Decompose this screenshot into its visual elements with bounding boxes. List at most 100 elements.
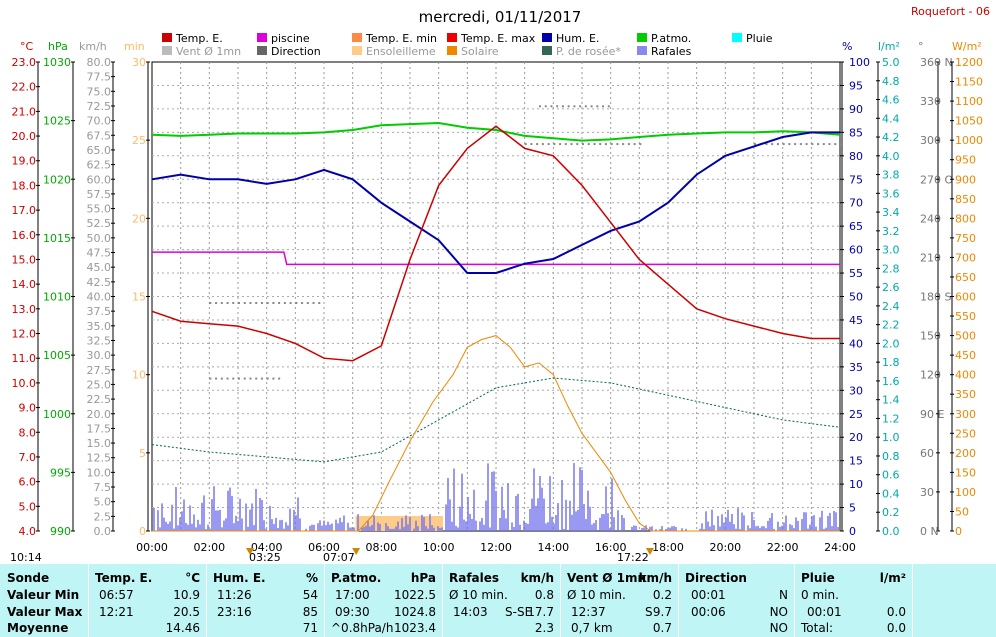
y-tick-label: 2.5 xyxy=(94,510,112,523)
direction-dot xyxy=(220,302,223,305)
y-tick-label: 55.0 xyxy=(87,203,112,216)
y-tick-label: 10 xyxy=(132,369,146,382)
y-tick-label: 1000 xyxy=(955,134,983,147)
direction-dot xyxy=(579,105,582,108)
legend-label: Rafales xyxy=(651,45,692,58)
direction-dot xyxy=(599,143,602,146)
y-tick-label: 11.0 xyxy=(12,352,37,365)
direction-dot xyxy=(840,143,842,146)
dir-title: Direction xyxy=(685,571,747,585)
y-tick-label: 25.0 xyxy=(87,378,112,391)
y-tick-label: 35 xyxy=(849,361,863,374)
y-tick-label: 550 xyxy=(955,310,976,323)
direction-dot xyxy=(604,143,607,146)
direction-dot xyxy=(639,143,642,146)
vent-max-value: 9.7 xyxy=(652,605,672,619)
pluie-total-label: Total: xyxy=(801,621,834,635)
y-tick-label: 7.5 xyxy=(94,481,112,494)
y-tick-label: 2.8 xyxy=(882,262,900,275)
sonde-title: Sonde xyxy=(7,571,50,585)
y-tick-label: 40.0 xyxy=(87,291,112,304)
y-tick-label: 1100 xyxy=(955,95,983,108)
y-tick-label: 37.5 xyxy=(87,305,112,318)
y-tick-label: 5 xyxy=(139,447,146,460)
y-tick-label: 1020 xyxy=(43,173,71,186)
y-tick-label: 4.8 xyxy=(882,75,900,88)
direction-dot xyxy=(799,143,802,146)
direction-dot xyxy=(312,302,315,305)
direction-dot xyxy=(553,143,556,146)
y-tick-label: 1.4 xyxy=(882,394,900,407)
direction-dot xyxy=(544,105,547,108)
direction-dot xyxy=(539,105,541,108)
y-tick-label: 90 E xyxy=(920,408,944,421)
direction-dot xyxy=(593,143,596,146)
marker-t3: 17:22 xyxy=(617,551,649,564)
y-tick-label: 1.6 xyxy=(882,375,900,388)
y-tick-label: 5.0 xyxy=(94,496,112,509)
direction-dot xyxy=(266,377,269,380)
y-tick-label: 270 O xyxy=(920,173,953,186)
y-tick-label: 15 xyxy=(849,455,863,468)
legend-label: Temp. E. max xyxy=(460,32,536,45)
x-tick-label: 08:00 xyxy=(365,541,397,554)
y-tick-label: 8.0 xyxy=(19,426,37,439)
y-tick-label: 120 xyxy=(920,369,941,382)
direction-dot xyxy=(278,377,281,380)
y-tick-label: 0.0 xyxy=(882,525,900,538)
temp-unit: °C xyxy=(185,571,200,585)
y-tick-label: 0.2 xyxy=(882,506,900,519)
x-tick-label: 06:00 xyxy=(308,541,340,554)
unit-min: min xyxy=(124,40,145,53)
y-tick-label: 47.5 xyxy=(87,247,112,260)
legend-label: Direction xyxy=(271,45,321,58)
y-tick-label: 5.0 xyxy=(19,500,37,513)
direction-dot xyxy=(524,143,527,146)
axis-units: °C hPa km/h min % l/m² ° W/m² xyxy=(20,40,982,53)
y-tick-label: 995 xyxy=(50,466,71,479)
marker-left: 10:14 xyxy=(10,551,42,564)
y-tick-label: 25 xyxy=(849,408,863,421)
direction-dot xyxy=(776,143,779,146)
direction-dot xyxy=(283,302,286,305)
temp-max-time: 12:21 xyxy=(99,605,134,619)
direction-dot xyxy=(610,143,613,146)
patm-max-value: 1024.8 xyxy=(394,605,436,619)
direction-dot xyxy=(289,302,292,305)
direction-dot xyxy=(616,143,619,146)
dir-max-time: 00:06 xyxy=(691,605,726,619)
y-tick-label: 250 xyxy=(955,427,976,440)
y-tick-label: 17.0 xyxy=(12,204,37,217)
raf-max-time: 14:03 xyxy=(453,605,488,619)
legend-swatch xyxy=(162,33,172,42)
marker-t2: 07:07 xyxy=(323,551,355,564)
y-tick-label: 16.0 xyxy=(12,229,37,242)
unit-temp: °C xyxy=(20,40,34,53)
col-hum: Hum. E.% 11:26 54 23:16 85 71 xyxy=(206,564,324,637)
row-avg-label: Moyenne xyxy=(7,621,69,635)
y-tick-label: 750 xyxy=(955,232,976,245)
x-tick-label: 12:00 xyxy=(480,541,512,554)
vent-max-time: 12:37 xyxy=(571,605,606,619)
temp-title: Temp. E. xyxy=(95,571,153,585)
y-tick-label: 1200 xyxy=(955,56,983,69)
y-tick-label: 45 xyxy=(849,314,863,327)
dir-max-value: NO xyxy=(769,605,788,619)
direction-dot xyxy=(260,377,263,380)
y-tick-label: 330 xyxy=(920,95,941,108)
direction-dot xyxy=(788,143,791,146)
hum-min-time: 11:26 xyxy=(217,588,252,602)
y-tick-label: 100 xyxy=(955,486,976,499)
col-empty xyxy=(912,564,996,637)
direction-dot xyxy=(301,302,304,305)
row-max-label: Valeur Max xyxy=(7,605,83,619)
unit-hpa: hPa xyxy=(48,40,68,53)
y-tick-label: 1015 xyxy=(43,232,71,245)
direction-dot xyxy=(215,302,218,305)
direction-dot xyxy=(822,143,825,146)
y-tick-label: 0 N xyxy=(920,525,939,538)
temp-max-value: 20.5 xyxy=(173,605,200,619)
y-tick-label: 2.6 xyxy=(882,281,900,294)
y-tick-label: 1.8 xyxy=(882,356,900,369)
y-tick-label: 30 xyxy=(132,56,146,69)
